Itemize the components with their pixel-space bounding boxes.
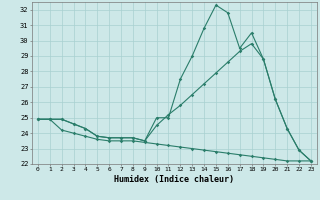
X-axis label: Humidex (Indice chaleur): Humidex (Indice chaleur) bbox=[115, 175, 234, 184]
